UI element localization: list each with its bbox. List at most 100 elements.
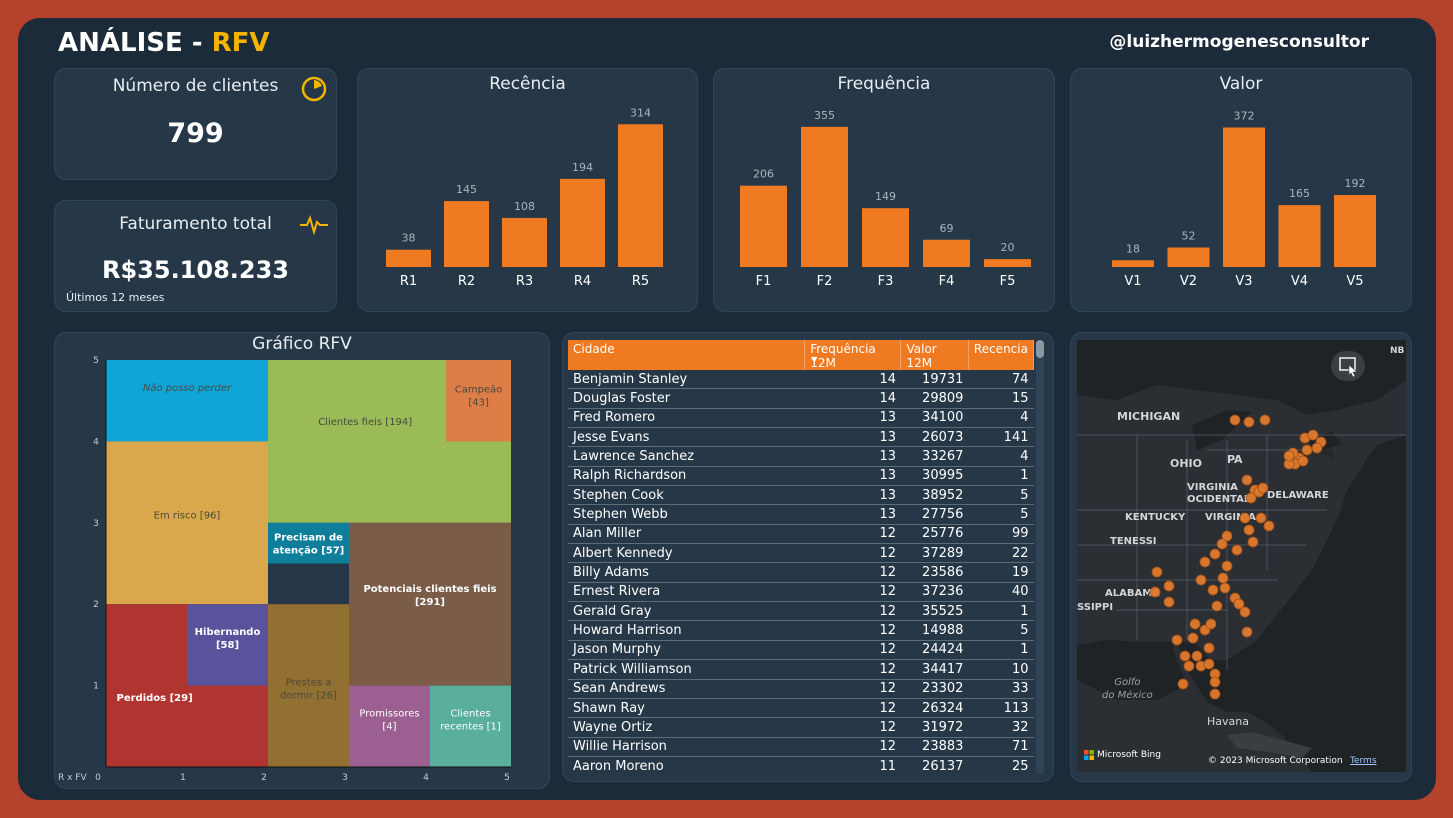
customer-location-dot [1301,444,1313,456]
table-row[interactable]: Gerald Gray 12 35525 1 [568,601,1034,622]
data-label-R5: 314 [630,106,651,119]
cell-frequency: 12 [804,562,901,583]
category-label-F3: F3 [878,274,894,289]
map-label-tennessee: TENESSI [1110,536,1157,547]
map-label-havana: Havana [1207,715,1249,728]
segment-label-promissores: Promissores [4] [359,709,419,733]
table-row[interactable]: Stephen Webb 13 27756 5 [568,504,1034,525]
category-label-V5: V5 [1346,274,1363,289]
customer-location-dot [1209,688,1221,700]
bar-F5 [984,259,1031,267]
cell-frequency: 12 [804,543,901,564]
table-row[interactable]: Wayne Ortiz 12 31972 32 [568,717,1034,738]
cell-city: Patrick Williamson [568,659,805,680]
cell-frequency: 12 [804,679,901,699]
segment-não-posso-perder [106,360,268,442]
focus-mode-icon[interactable] [1331,351,1365,381]
cell-value: 27756 [900,504,969,525]
customer-location-dot [1245,492,1257,504]
customer-location-dot [1183,660,1195,672]
axis-corner-label: R x FV [58,773,87,783]
cell-frequency: 14 [804,388,901,409]
cell-value: 24424 [900,640,969,661]
cell-value: 23302 [900,679,969,699]
table-row[interactable]: Sean Andrews 12 23302 33 [568,679,1034,699]
col-header-value[interactable]: Valor 12M [900,340,969,370]
cell-frequency: 14 [804,370,901,390]
customer-location-dot [1209,676,1221,688]
customer-location-dot [1221,530,1233,542]
map-background [1077,340,1406,772]
data-label-R3: 108 [514,200,535,213]
y-tick-5: 5 [93,356,99,366]
table-row[interactable]: Fred Romero 13 34100 4 [568,408,1034,429]
customer-location-dot [1241,626,1253,638]
bar-R2 [444,201,489,267]
table-row[interactable]: Patrick Williamson 12 34417 10 [568,659,1034,680]
cell-city: Jason Murphy [568,640,805,661]
customer-location-dot [1151,566,1163,578]
category-label-R1: R1 [400,274,417,289]
customer-location-dot [1231,544,1243,556]
cell-recency: 5 [968,504,1034,525]
customer-location-dot [1149,586,1161,598]
y-tick-2: 2 [93,600,99,610]
table-row[interactable]: Jesse Evans 13 26073 141 [568,427,1034,448]
table-row[interactable]: Douglas Foster 14 29809 15 [568,388,1034,409]
cell-value: 34417 [900,659,969,680]
table-row[interactable]: Alan Miller 12 25776 99 [568,524,1034,545]
sort-desc-icon[interactable]: ▼ [811,355,818,364]
cell-value: 34100 [900,408,969,429]
cell-recency: 71 [968,737,1034,757]
table-row[interactable]: Stephen Cook 13 38952 5 [568,485,1034,506]
kpi-revenue-card: Faturamento total R$35.108.233 Últimos 1… [54,200,337,312]
map-copyright: © 2023 Microsoft Corporation [1208,756,1343,766]
kpi-clients-title: Número de clientes [112,76,279,96]
table-row[interactable]: Howard Harrison 12 14988 5 [568,620,1034,641]
customer-location-dot [1177,678,1189,690]
table-row[interactable]: Ernest Rivera 12 37236 40 [568,582,1034,603]
cell-value: 19731 [900,370,969,390]
x-tick-3: 3 [342,773,348,783]
customer-location-dot [1311,442,1323,454]
col-header-frequency[interactable]: Frequência 12M ▼ [804,340,902,370]
bar-F2 [801,126,848,267]
bar-V3 [1223,127,1265,267]
table-scroll-thumb[interactable] [1036,340,1044,358]
table-row[interactable]: Shawn Ray 12 26324 113 [568,698,1034,719]
customer-location-dot [1171,634,1183,646]
bar-V2 [1167,247,1210,267]
page-title: ANÁLISE - RFV [58,28,270,58]
table-row[interactable]: Albert Kennedy 12 37289 22 [568,543,1034,564]
table-row[interactable]: Jason Murphy 12 24424 1 [568,640,1034,661]
x-tick-5: 5 [504,773,510,783]
table-row[interactable]: Ralph Richardson 13 30995 1 [568,466,1034,487]
table-row[interactable]: Lawrence Sanchez 13 33267 4 [568,446,1034,467]
customer-map[interactable]: MICHIGAN OHIO PA VIRGINIA OCIDENTAL DELA… [1077,340,1406,772]
col-header-recency[interactable]: Recencia [968,340,1034,370]
table-row[interactable]: Aaron Moreno 11 26137 25 [568,756,1034,772]
data-label-V3: 372 [1234,110,1255,123]
table-row[interactable]: Billy Adams 12 23586 19 [568,562,1034,583]
cell-value: 38952 [900,485,969,506]
segment-campeão [446,360,511,442]
table-row[interactable]: Willie Harrison 12 23883 71 [568,737,1034,757]
cell-city: Albert Kennedy [568,543,805,564]
cell-recency: 1 [968,466,1034,487]
cell-city: Howard Harrison [568,620,805,641]
customer-location-dot [1259,414,1271,426]
author-handle: @luizhermogenesconsultor [1109,32,1369,52]
data-label-V1: 18 [1126,242,1140,255]
cell-city: Benjamin Stanley [568,370,805,390]
cell-value: 23586 [900,562,969,583]
customer-location-dot [1163,596,1175,608]
recency-bar-chart: 38 R1 145 R2 108 R3 194 R4 314 R5 [386,106,663,289]
col-header-city[interactable]: Cidade [568,340,806,370]
map-terms-link[interactable]: Terms [1350,756,1377,766]
kpi-revenue-value: R$35.108.233 [101,256,289,284]
category-label-V1: V1 [1124,274,1141,289]
cell-city: Willie Harrison [568,737,805,757]
table-scrollbar[interactable] [1036,340,1044,774]
segment-clientes-recentes [430,685,511,767]
table-row[interactable]: Benjamin Stanley 14 19731 74 [568,370,1034,390]
